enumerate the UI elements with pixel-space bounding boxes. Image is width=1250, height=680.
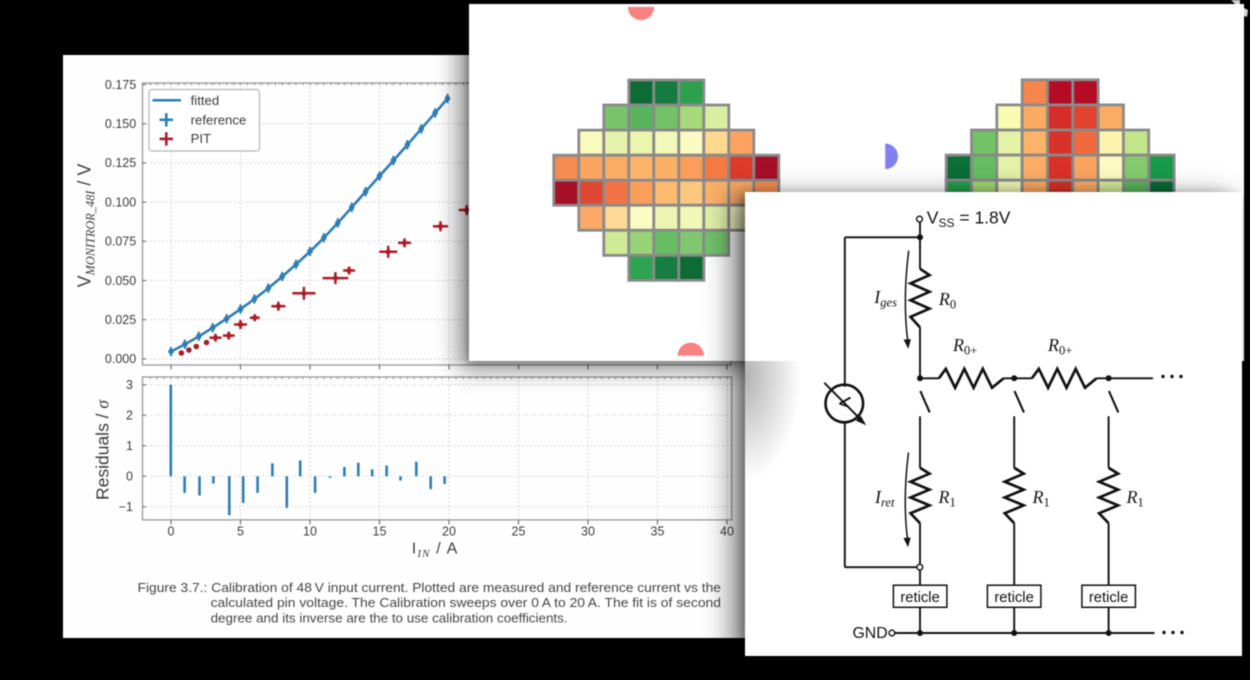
svg-text:fitted: fitted xyxy=(191,93,220,108)
svg-text:PIT: PIT xyxy=(191,131,212,146)
svg-text:3: 3 xyxy=(126,378,133,392)
svg-text:35: 35 xyxy=(651,524,665,538)
svg-text:0: 0 xyxy=(168,524,175,538)
svg-text:IIN / A: IIN / A xyxy=(412,541,458,560)
svg-text:reticle: reticle xyxy=(1089,590,1128,606)
svg-text:20: 20 xyxy=(442,524,456,538)
svg-text:40: 40 xyxy=(720,524,734,538)
svg-text:Iret: Iret xyxy=(874,487,895,510)
svg-text:30: 30 xyxy=(581,524,595,538)
svg-text:0.050: 0.050 xyxy=(105,274,136,288)
svg-text:R0: R0 xyxy=(938,289,956,312)
svg-text:R0+: R0+ xyxy=(952,335,977,358)
svg-text:2: 2 xyxy=(126,409,133,423)
svg-text:VSS = 1.8V: VSS = 1.8V xyxy=(927,208,1011,231)
svg-text:Figure 3.7.: Calibration of 48: Figure 3.7.: Calibration of 48 V input c… xyxy=(138,580,722,595)
svg-text:0.000: 0.000 xyxy=(105,352,136,366)
svg-text:0.075: 0.075 xyxy=(105,235,136,249)
svg-text:−1: −1 xyxy=(119,500,133,514)
svg-text:0.150: 0.150 xyxy=(105,117,136,131)
svg-text:reticle: reticle xyxy=(994,590,1033,606)
svg-text:0.100: 0.100 xyxy=(105,195,136,209)
svg-text:10: 10 xyxy=(303,524,317,538)
svg-text:5: 5 xyxy=(237,524,244,538)
svg-text:reference: reference xyxy=(191,112,247,127)
svg-text:0: 0 xyxy=(126,470,133,484)
svg-text:VMONITROR_48I / V: VMONITROR_48I / V xyxy=(75,164,98,288)
svg-text:R0+: R0+ xyxy=(1047,335,1072,358)
svg-text:0.175: 0.175 xyxy=(105,78,136,92)
svg-text:15: 15 xyxy=(373,524,387,538)
svg-text:Iges: Iges xyxy=(873,287,897,310)
svg-text:GND: GND xyxy=(853,625,888,642)
svg-text:R1: R1 xyxy=(938,487,956,510)
svg-text:0.125: 0.125 xyxy=(105,156,136,170)
svg-text:degree and its inverse are the: degree and its inverse are the to use ca… xyxy=(211,610,568,625)
svg-text:0.025: 0.025 xyxy=(105,313,136,327)
svg-text:1: 1 xyxy=(126,439,133,453)
svg-text:reticle: reticle xyxy=(900,590,939,606)
svg-text:R1: R1 xyxy=(1032,487,1050,510)
svg-text:calculated pin voltage. The C: calculated pin voltage. The Calibration … xyxy=(211,595,721,610)
svg-text:R1: R1 xyxy=(1126,487,1144,510)
svg-text:Residuals / σ: Residuals / σ xyxy=(93,399,113,500)
svg-text:25: 25 xyxy=(512,524,526,538)
